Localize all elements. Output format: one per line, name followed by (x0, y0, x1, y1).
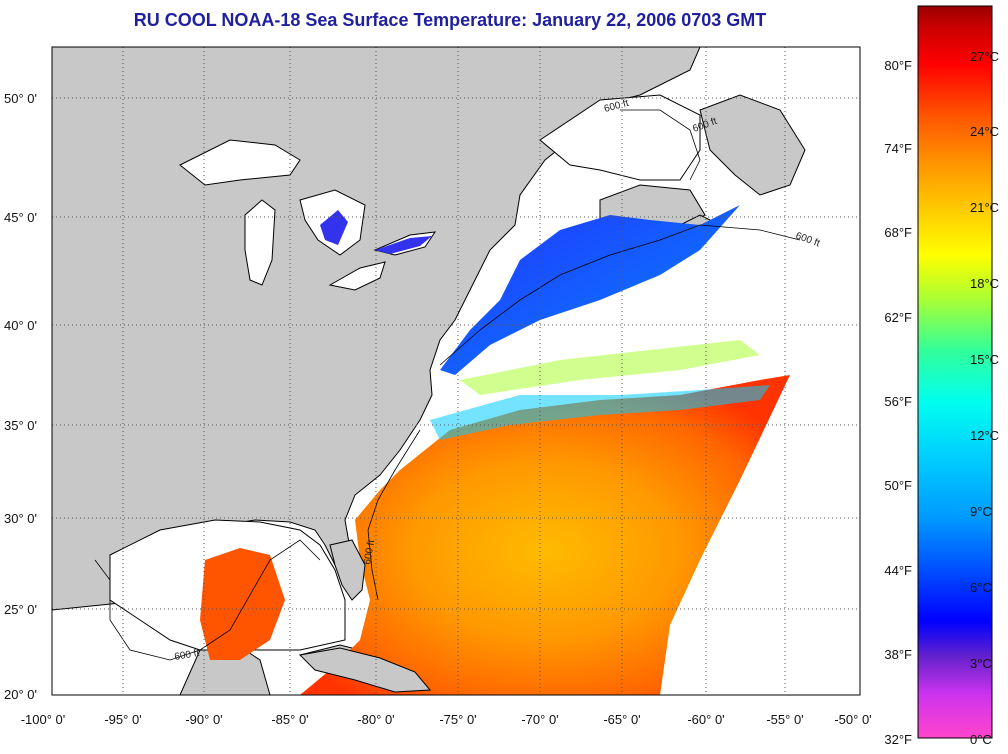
newfoundland-land (699, 94, 806, 196)
fahrenheit-label: 50°F (884, 478, 912, 493)
colorbar-celsius-labels: 27°C 24°C 21°C 18°C 15°C 12°C 9°C 6°C 3°… (970, 49, 999, 747)
warm-gulf-water (200, 548, 285, 660)
cold-lake-patch-2 (320, 210, 348, 245)
isobath-contour-2 (367, 429, 421, 601)
fahrenheit-label: 68°F (884, 225, 912, 240)
x-tick-label: -55° 0' (766, 712, 803, 727)
x-tick-label: -65° 0' (603, 712, 640, 727)
x-tick-label: -60° 0' (687, 712, 724, 727)
celsius-label: 21°C (970, 200, 999, 215)
florida-land (329, 539, 366, 601)
x-tick-label: -70° 0' (521, 712, 558, 727)
plot-frame (51, 46, 861, 696)
celsius-label: 24°C (970, 124, 999, 139)
y-tick-label: 45° 0' (4, 210, 37, 225)
celsius-label: 27°C (970, 49, 999, 64)
contour-label: 600 ft (362, 539, 377, 566)
y-tick-label: 20° 0' (4, 687, 37, 702)
fahrenheit-label: 62°F (884, 310, 912, 325)
y-axis-ticks: 50° 0' 45° 0' 40° 0' 35° 0' 30° 0' 25° 0… (4, 91, 37, 702)
fahrenheit-label: 38°F (884, 647, 912, 662)
celsius-label: 12°C (970, 428, 999, 443)
x-tick-label: -95° 0' (104, 712, 141, 727)
contour-label: 600 ft (174, 648, 201, 663)
y-tick-label: 35° 0' (4, 418, 37, 433)
celsius-label: 0°C (970, 732, 992, 747)
celsius-label: 3°C (970, 656, 992, 671)
gulf-of-st-lawrence (539, 94, 701, 181)
isobath-contour-4 (620, 109, 701, 181)
map-title: RU COOL NOAA-18 Sea Surface Temperature:… (133, 10, 767, 30)
x-tick-label: -50° 0' (834, 712, 871, 727)
x-tick-label: -80° 0' (357, 712, 394, 727)
isobath-contour (439, 224, 801, 366)
cold-lake-patch (375, 236, 432, 254)
y-tick-label: 25° 0' (4, 602, 37, 617)
warm-ocean-water (300, 375, 790, 695)
fahrenheit-label: 56°F (884, 394, 912, 409)
y-tick-label: 40° 0' (4, 318, 37, 333)
isobath-contour-3 (94, 539, 321, 661)
fahrenheit-label: 32°F (884, 732, 912, 747)
x-axis-ticks: -100° 0' -95° 0' -90° 0' -85° 0' -80° 0'… (21, 712, 872, 727)
cool-front-band-2 (460, 340, 760, 395)
colorbar-fahrenheit-labels: 80°F 74°F 68°F 62°F 56°F 50°F 44°F 38°F … (884, 58, 912, 747)
cool-front-band (430, 385, 770, 440)
lat-lon-grid (52, 47, 860, 695)
temperature-colorbar (917, 5, 993, 739)
fahrenheit-label: 74°F (884, 141, 912, 156)
fahrenheit-label: 44°F (884, 563, 912, 578)
cold-shelf-water (440, 205, 740, 375)
fahrenheit-label: 80°F (884, 58, 912, 73)
x-tick-label: -90° 0' (185, 712, 222, 727)
x-tick-label: -75° 0' (439, 712, 476, 727)
celsius-label: 9°C (970, 504, 992, 519)
cuba-land-2 (298, 647, 432, 693)
celsius-label: 18°C (970, 276, 999, 291)
x-tick-label: -100° 0' (21, 712, 66, 727)
y-tick-label: 50° 0' (4, 91, 37, 106)
y-tick-label: 30° 0' (4, 511, 37, 526)
celsius-label: 6°C (970, 580, 992, 595)
x-tick-label: -85° 0' (271, 712, 308, 727)
celsius-label: 15°C (970, 352, 999, 367)
